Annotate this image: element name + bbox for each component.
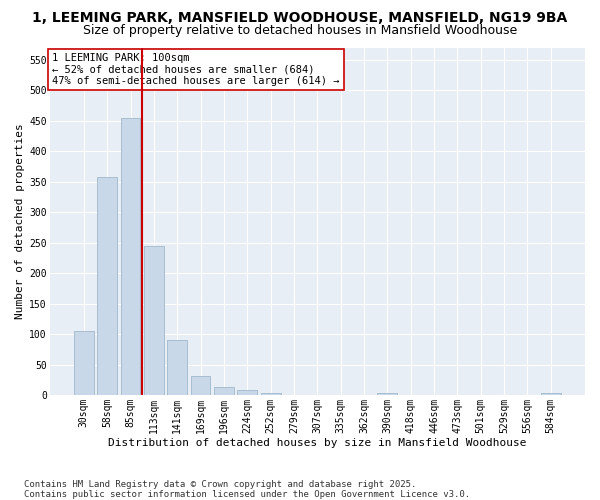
- Bar: [377, 394, 397, 396]
- Bar: [167, 340, 187, 396]
- Text: 1, LEEMING PARK, MANSFIELD WOODHOUSE, MANSFIELD, NG19 9BA: 1, LEEMING PARK, MANSFIELD WOODHOUSE, MA…: [32, 11, 568, 25]
- Bar: [121, 118, 140, 396]
- Bar: [191, 376, 211, 396]
- Text: 1 LEEMING PARK: 100sqm
← 52% of detached houses are smaller (684)
47% of semi-de: 1 LEEMING PARK: 100sqm ← 52% of detached…: [52, 52, 340, 86]
- Text: Size of property relative to detached houses in Mansfield Woodhouse: Size of property relative to detached ho…: [83, 24, 517, 37]
- Y-axis label: Number of detached properties: Number of detached properties: [15, 124, 25, 320]
- Text: Contains HM Land Registry data © Crown copyright and database right 2025.
Contai: Contains HM Land Registry data © Crown c…: [24, 480, 470, 499]
- Bar: [214, 388, 234, 396]
- Bar: [144, 246, 164, 396]
- Bar: [74, 331, 94, 396]
- Bar: [541, 394, 560, 396]
- Bar: [97, 178, 117, 396]
- X-axis label: Distribution of detached houses by size in Mansfield Woodhouse: Distribution of detached houses by size …: [108, 438, 527, 448]
- Bar: [260, 393, 281, 396]
- Bar: [238, 390, 257, 396]
